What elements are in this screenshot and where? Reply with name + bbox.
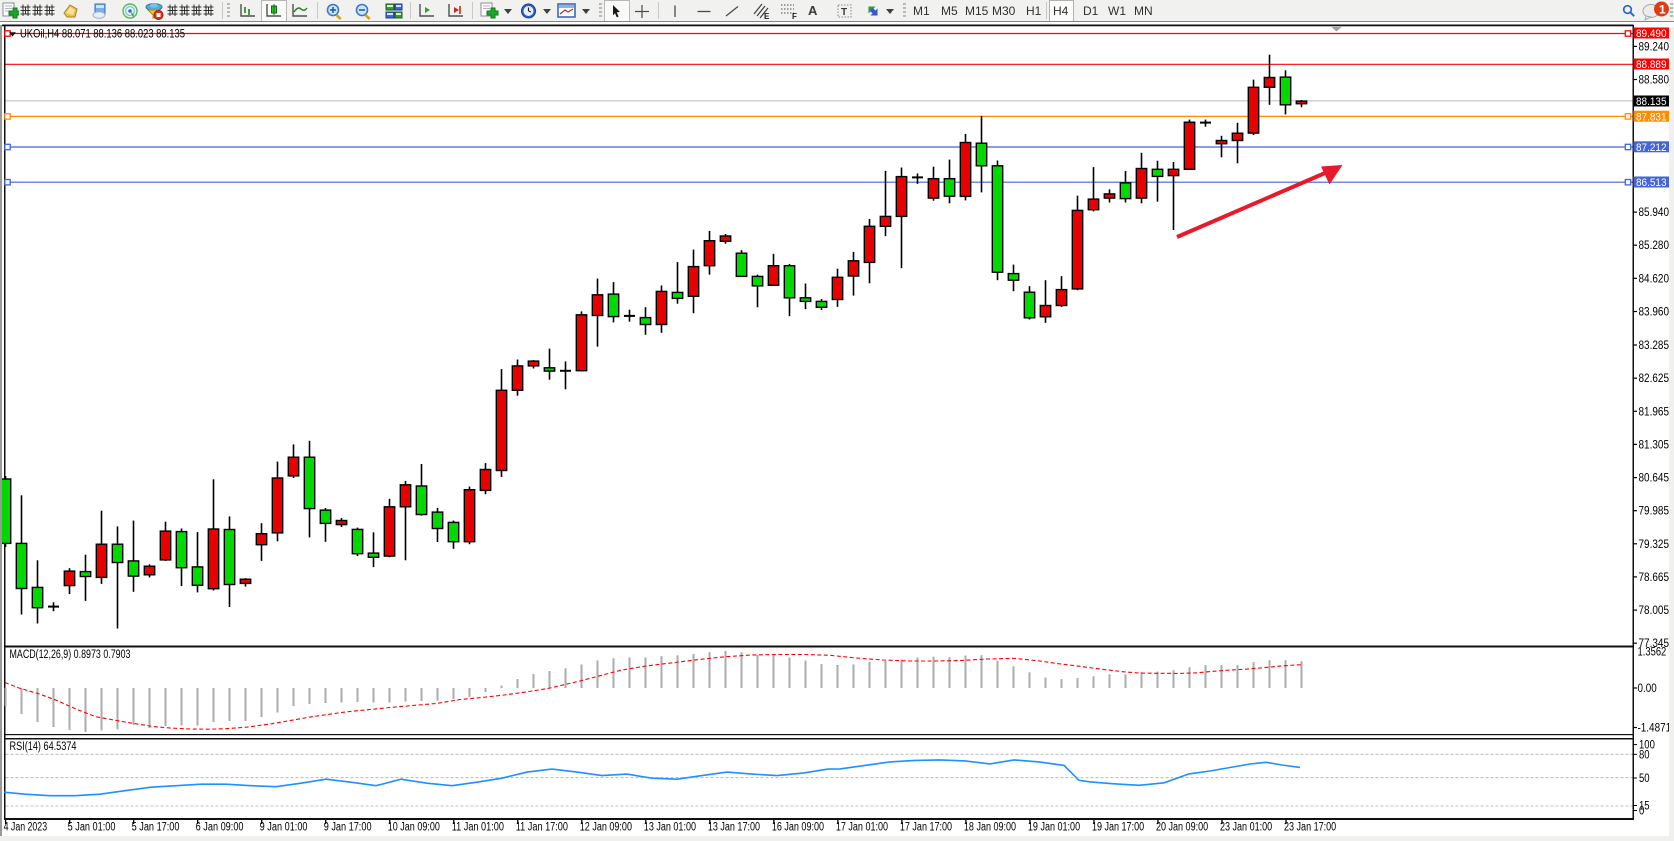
svg-text:17 Jan 01:00: 17 Jan 01:00 — [836, 822, 888, 834]
svg-text:1.3562: 1.3562 — [1638, 647, 1667, 659]
svg-text:83.285: 83.285 — [1639, 340, 1670, 352]
svg-text:80.645: 80.645 — [1639, 473, 1670, 485]
svg-text:77.345: 77.345 — [1639, 638, 1670, 650]
svg-text:20 Jan 09:00: 20 Jan 09:00 — [1156, 822, 1208, 834]
svg-text:78.005: 78.005 — [1639, 605, 1670, 617]
svg-text:50: 50 — [1639, 773, 1650, 785]
svg-text:100: 100 — [1639, 740, 1655, 752]
svg-text:11 Jan 17:00: 11 Jan 17:00 — [516, 822, 568, 834]
svg-text:85.280: 85.280 — [1639, 240, 1670, 252]
svg-text:6 Jan 09:00: 6 Jan 09:00 — [196, 822, 244, 834]
svg-text:F: F — [792, 12, 797, 20]
svg-text:13 Jan 01:00: 13 Jan 01:00 — [644, 822, 696, 834]
svg-text:88.580: 88.580 — [1639, 75, 1670, 87]
svg-text:0.00: 0.00 — [1638, 683, 1657, 695]
svg-text:UKOil,H4 88.071 88.136 88.023: UKOil,H4 88.071 88.136 88.023 88.135 — [20, 27, 185, 41]
svg-text:88.135: 88.135 — [1636, 96, 1667, 108]
svg-text:85.940: 85.940 — [1639, 207, 1670, 219]
svg-text:82.625: 82.625 — [1639, 373, 1670, 385]
svg-text:15: 15 — [1639, 801, 1650, 813]
svg-text:81.965: 81.965 — [1639, 406, 1670, 418]
svg-text:78.665: 78.665 — [1639, 572, 1670, 584]
svg-text:81.305: 81.305 — [1639, 439, 1670, 451]
svg-text:79.325: 79.325 — [1639, 539, 1670, 551]
svg-text:87.212: 87.212 — [1636, 142, 1667, 154]
svg-text:0: 0 — [1639, 806, 1644, 818]
svg-text:9 Jan 17:00: 9 Jan 17:00 — [324, 822, 372, 834]
svg-text:84.620: 84.620 — [1639, 273, 1670, 285]
svg-text:83.960: 83.960 — [1639, 307, 1670, 319]
svg-text:87.831: 87.831 — [1636, 111, 1667, 123]
svg-text:19 Jan 01:00: 19 Jan 01:00 — [1028, 822, 1080, 834]
svg-text:MACD(12,26,9) 0.8973 0.7903: MACD(12,26,9) 0.8973 0.7903 — [10, 649, 131, 661]
svg-text:RSI(14) 64.5374: RSI(14) 64.5374 — [10, 741, 77, 753]
svg-text:80: 80 — [1639, 749, 1650, 761]
svg-text:12 Jan 09:00: 12 Jan 09:00 — [580, 822, 632, 834]
svg-text:5 Jan 17:00: 5 Jan 17:00 — [132, 822, 180, 834]
svg-text:10 Jan 09:00: 10 Jan 09:00 — [388, 822, 440, 834]
svg-text:86.513: 86.513 — [1636, 177, 1667, 189]
svg-text:5 Jan 01:00: 5 Jan 01:00 — [68, 822, 116, 834]
svg-text:17 Jan 17:00: 17 Jan 17:00 — [900, 822, 952, 834]
svg-text:18 Jan 09:00: 18 Jan 09:00 — [964, 822, 1016, 834]
svg-text:23 Jan 01:00: 23 Jan 01:00 — [1220, 822, 1272, 834]
svg-text:19 Jan 17:00: 19 Jan 17:00 — [1092, 822, 1144, 834]
svg-text:23 Jan 17:00: 23 Jan 17:00 — [1284, 822, 1336, 834]
svg-text:T: T — [841, 7, 847, 18]
svg-text:89.490: 89.490 — [1636, 28, 1667, 40]
svg-text:E: E — [764, 12, 770, 20]
svg-text:79.985: 79.985 — [1639, 506, 1670, 518]
svg-text:4 Jan 2023: 4 Jan 2023 — [4, 822, 48, 834]
svg-text:88.889: 88.889 — [1636, 59, 1667, 71]
svg-text:1: 1 — [1659, 3, 1666, 17]
svg-text:-1.4871: -1.4871 — [1638, 723, 1672, 735]
svg-text:11 Jan 01:00: 11 Jan 01:00 — [452, 822, 504, 834]
svg-text:13 Jan 17:00: 13 Jan 17:00 — [708, 822, 760, 834]
svg-text:16 Jan 09:00: 16 Jan 09:00 — [772, 822, 824, 834]
svg-text:9 Jan 01:00: 9 Jan 01:00 — [260, 822, 308, 834]
svg-text:89.240: 89.240 — [1639, 41, 1670, 53]
